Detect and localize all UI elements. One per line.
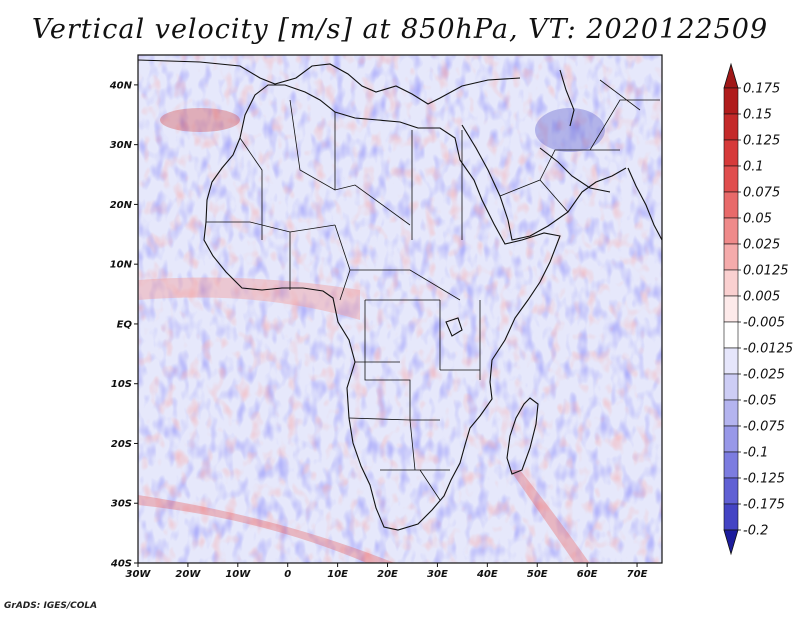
colorbar-label: 0.05 [743,212,772,227]
lat-tick-label: 40N [109,80,133,91]
southern-frontal-band [138,495,395,563]
colorbar-segment [723,269,739,297]
colorbar-label: -0.05 [743,394,777,409]
colorbar-bottom-arrow [723,529,739,556]
madagascar-coastline [506,397,539,475]
lon-tick-label: 40E [476,569,498,580]
coastlines-and-borders [138,59,662,531]
colorbar-label: -0.125 [743,472,785,487]
lat-tick-label: 30N [110,140,133,151]
colorbar-label: 0.0125 [743,264,789,279]
colorbar-segment [723,165,739,193]
colorbar: 0.175 0.15 0.125 0.1 0.075 0.05 0.025 0.0125 0.0… [723,62,793,556]
colorbar-segment [723,477,739,505]
colorbar-top-arrow [723,62,739,89]
colorbar-segment [723,451,739,479]
colorbar-segment [723,217,739,245]
lat-tick-label: 20S [111,439,132,450]
lon-tick-label: 70E [627,569,648,580]
colorbar-label: -0.025 [743,368,785,383]
lon-tick-label: 30E [427,569,448,580]
colorbar-label: -0.1 [743,446,768,461]
lat-tick-label: 40S [110,559,132,570]
colorbar-segment [723,295,739,323]
colorbar-segment [723,373,739,401]
indian-ocean-band [510,470,590,563]
europe-coastline [138,59,521,105]
lon-tick-label: 30W [126,569,152,580]
colorbar-label: 0.075 [743,186,780,201]
longitude-ticks: 30W 20W 10W 0 10E 20E 30E 40E 50E 60E 70E [126,563,648,580]
lon-tick-label: 10E [327,569,348,580]
colorbar-segment [723,503,739,531]
colorbar-label: 0.005 [743,290,780,305]
lake-victoria [445,317,463,337]
lon-tick-label: 20W [175,569,201,580]
lon-tick-label: 10W [225,569,251,580]
lat-tick-label: EQ [117,319,133,330]
lon-tick-label: 60E [577,569,598,580]
lat-tick-label: 30S [111,499,132,510]
colorbar-label: -0.005 [743,316,785,331]
colorbar-segment [723,87,739,115]
colorbar-label: 0.175 [743,82,780,97]
latitude-ticks: 40N 30N 20N 10N EQ 10S 20S 30S 40S [109,80,138,570]
arabia-coastline [461,124,627,241]
africa-coastline [203,84,561,531]
colorbar-segment [723,191,739,219]
colorbar-segment [723,399,739,427]
colorbar-label: 0.025 [743,238,780,253]
lat-tick-label: 10S [111,379,132,390]
persian-gulf-coastline [539,147,611,193]
lon-tick-label: 50E [527,569,548,580]
colorbar-segment [723,243,739,271]
atlantic-ascent-patch [160,108,240,132]
colorbar-label: -0.2 [743,524,768,539]
map-title: Vertical velocity [m/s] at 850hPa, VT: 2… [31,14,769,45]
colorbar-segment [723,347,739,375]
colorbar-segment [723,425,739,453]
colorbar-label: 0.125 [743,134,780,149]
caspian-coastline [559,69,575,127]
colorbar-label: -0.175 [743,498,785,513]
india-coastline [627,167,662,241]
grads-credit: GrADS: IGES/COLA [4,601,98,611]
lon-tick-label: 20E [377,569,398,580]
lat-tick-label: 20N [110,200,133,211]
colorbar-label: -0.075 [743,420,785,435]
plot-frame [137,54,663,564]
iran-descent-patch [535,108,605,152]
colorbar-segment [723,113,739,141]
country-borders [206,79,660,501]
colorbar-segment [723,321,739,349]
colorbar-label: 0.1 [743,160,764,175]
colorbar-label: -0.0125 [743,342,793,357]
lon-tick-label: 0 [284,569,291,580]
colorbar-segment [723,139,739,167]
colorbar-label: 0.15 [743,108,772,123]
lat-tick-label: 10N [110,260,133,271]
velocity-field [138,55,662,563]
